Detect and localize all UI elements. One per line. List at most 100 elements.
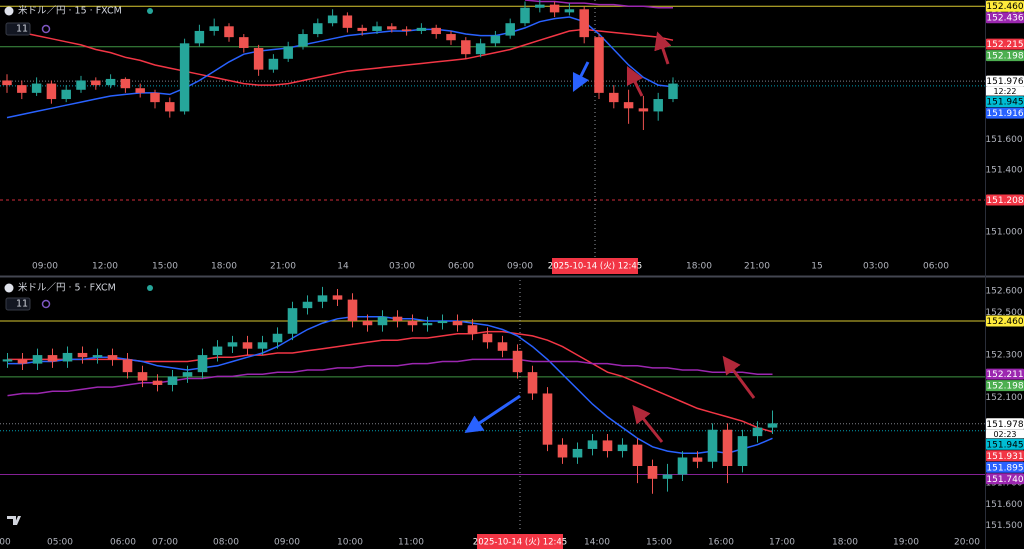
logo-mark — [7, 516, 21, 525]
price-tag — [986, 368, 1024, 380]
y-tick-label: 152.600 — [985, 287, 1022, 297]
y-tick-label: 151.400 — [985, 166, 1022, 176]
crosshair-time-box — [477, 534, 563, 549]
candle-body — [194, 30, 205, 44]
indicator-label: 11 — [16, 24, 28, 35]
candle-body — [283, 46, 293, 59]
candle-body — [422, 323, 433, 326]
price-tag — [986, 438, 1024, 450]
price-tag — [986, 12, 1024, 24]
candle-body — [482, 333, 493, 343]
x-tick-label: 18:00 — [686, 262, 712, 272]
candle-body — [120, 78, 131, 89]
price-tag-label: 152.198 — [986, 52, 1023, 62]
candle-body — [224, 26, 234, 38]
x-tick-label: 15 — [811, 262, 822, 272]
candle-body — [327, 15, 338, 24]
x-tick-label: 09:00 — [507, 262, 533, 272]
candle-body — [165, 102, 175, 112]
symbol-icon — [4, 283, 14, 293]
x-tick-label: 10:00 — [337, 538, 363, 548]
chart-title: 米ドル／円 · 15 · FXCM — [18, 5, 122, 17]
candle-body — [549, 4, 560, 13]
candle-body — [268, 58, 279, 70]
candle-body — [632, 444, 643, 467]
candle-body — [227, 342, 238, 347]
price-tag — [986, 450, 1024, 462]
candle-body — [647, 466, 658, 479]
moving-average-line — [524, 0, 673, 9]
candle-body — [122, 359, 133, 373]
candle-body — [135, 88, 145, 93]
price-tag — [986, 418, 1024, 430]
candle-body — [209, 26, 219, 31]
candle-body — [76, 80, 86, 90]
countdown-label: 12:22 — [993, 87, 1016, 96]
candle-body — [617, 444, 628, 452]
y-tick-label: 151.600 — [985, 500, 1022, 510]
price-tag — [986, 0, 1024, 12]
countdown-box — [986, 429, 1024, 439]
candle-body — [446, 34, 456, 41]
arrow — [626, 65, 644, 97]
candle-body — [17, 359, 28, 364]
candle-body — [272, 333, 283, 343]
x-tick-label: 05:00 — [47, 538, 73, 548]
price-tag-label: 151.895 — [986, 463, 1023, 473]
y-tick-label: 151.600 — [985, 135, 1022, 145]
candle-body — [197, 355, 208, 373]
x-tick-label: 06:00 — [448, 262, 474, 272]
candle-body — [461, 40, 471, 55]
candle-body — [61, 89, 71, 100]
candle-body — [152, 380, 163, 385]
x-tick-label: 15:00 — [152, 262, 178, 272]
indicator-label: 11 — [16, 299, 28, 310]
indicator-box — [5, 22, 31, 36]
x-tick-label: 08:00 — [213, 538, 239, 548]
price-tag — [986, 75, 1024, 87]
candle-body — [387, 26, 397, 30]
arrow — [632, 404, 664, 443]
countdown-box — [986, 86, 1024, 96]
candle-body — [212, 346, 223, 356]
candle-body — [342, 15, 353, 28]
price-tag-label: 152.198 — [986, 382, 1023, 392]
arrow — [464, 394, 521, 433]
candle-body — [182, 372, 193, 377]
arrow — [722, 355, 756, 399]
candle-body — [653, 99, 663, 112]
candle-body — [347, 299, 358, 321]
candle-body — [31, 83, 42, 93]
candle-body — [737, 436, 748, 467]
candle-body — [105, 78, 116, 86]
candle-body — [2, 359, 13, 362]
symbol-icon — [4, 6, 14, 16]
candle-body — [512, 350, 523, 373]
price-tag-label: 152.215 — [986, 40, 1023, 50]
y-tick-label: 152.500 — [985, 308, 1022, 318]
candle-body — [594, 37, 604, 93]
x-tick-label: 09:00 — [274, 538, 300, 548]
y-tick-label: 152.100 — [985, 393, 1022, 403]
candle-body — [287, 308, 298, 334]
arrow — [654, 31, 672, 65]
moving-average-line — [7, 315, 773, 454]
x-tick-label: 12:00 — [92, 262, 118, 272]
price-tag-label: 152.211 — [986, 370, 1023, 380]
candle-body — [520, 7, 530, 24]
candle-body — [722, 429, 733, 467]
price-tag-label: 152.460 — [986, 2, 1023, 12]
candle-body — [257, 342, 268, 349]
candle-body — [313, 23, 323, 35]
candle-body — [62, 352, 73, 362]
candle-body — [467, 325, 478, 334]
candle-body — [407, 320, 418, 326]
y-tick-label: 151.000 — [985, 228, 1022, 238]
price-tag-label: 151.740 — [986, 475, 1023, 485]
price-tag-label: 151.931 — [986, 452, 1023, 462]
arrow — [572, 61, 590, 93]
moving-average-line — [7, 358, 773, 397]
candle-body — [2, 80, 12, 86]
